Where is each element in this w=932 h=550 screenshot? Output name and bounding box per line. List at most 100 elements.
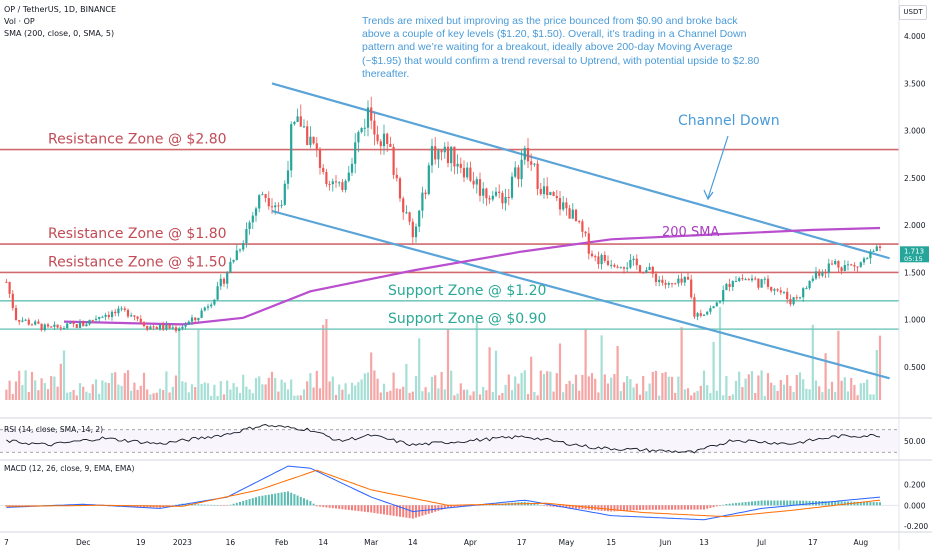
candle-body [715,302,718,307]
volume-bar [14,381,18,400]
volume-bar [450,370,453,400]
candle-body [504,196,507,204]
macd-histogram-bar [283,491,286,506]
volume-bar [414,376,418,400]
volume-bar [744,378,747,400]
macd-histogram-bar [354,505,357,511]
candle-body [302,126,306,128]
rsi-pane: RSI (14, close, SMA, 14, 2) 50.00 [0,424,926,454]
currency-button[interactable]: USDT [899,5,927,20]
volume-bar [802,379,805,400]
volume-bar [590,373,594,400]
volume-bar [363,373,366,400]
x-tick-label: 13 [699,538,709,547]
volume-bar [494,350,498,400]
macd-histogram-bar [738,502,741,506]
candle-body [424,192,427,195]
macd-histogram-bar [344,505,347,510]
macd-histogram-bar [635,505,638,511]
candle-body [440,150,443,153]
candle-body [386,133,389,144]
volume-bar [171,386,174,400]
macd-histogram-bar [773,500,776,506]
volume-bar [50,376,53,400]
volume-bar [421,391,424,400]
candle-body [136,316,139,319]
macd-histogram-bar [373,505,376,513]
macd-histogram-bar [251,498,254,506]
candle-body [24,319,27,321]
volume-bar [245,386,248,400]
candle-body [645,270,648,273]
candle-body [242,243,245,250]
macd-histogram-bar [603,505,606,511]
volume-bar [72,390,75,400]
macd-histogram-bar [456,505,459,508]
candle-body [328,184,331,186]
candle-body [814,271,818,279]
candle-body [709,308,712,312]
macd-histogram-bar [866,501,869,506]
candle-body [94,318,98,320]
volume-bar [130,390,133,400]
candle-body [133,315,136,317]
macd-histogram-bar [824,501,827,506]
macd-histogram-bar [331,505,334,509]
x-tick-label: Dec [76,538,91,547]
macd-histogram-bar [651,505,654,510]
candle-body [789,299,792,305]
macd-histogram-bar [789,500,792,506]
volume-bar [738,371,741,400]
volume-bar [104,382,107,400]
candle-body [338,182,341,184]
macd-histogram-bar [843,501,846,506]
volume-bar [824,353,827,400]
macd-histogram-bar [610,505,613,512]
macd-histogram-bar [776,500,779,506]
candle-body [171,327,174,329]
volume-bar [331,376,334,400]
volume-bar [430,376,434,400]
candle-body [677,278,680,284]
zone-label: Resistance Zone @ $1.50 [48,254,227,270]
macd-histogram-bar [399,505,401,517]
volume-bar [373,370,376,400]
candle-body [373,120,376,135]
volume-bar [715,390,718,400]
candle-body [187,321,190,325]
candle-body [411,221,414,238]
candle-body [290,124,293,171]
volume-legend[interactable]: Vol · OP [4,17,35,26]
candle-body [638,265,642,273]
macd-histogram-bar [15,505,17,507]
volume-bar [811,324,814,400]
sma-line [63,226,881,326]
sma-legend[interactable]: SMA (200, close, 0, SMA, 5) [4,29,115,38]
macd-histogram-bar [725,503,728,506]
volume-bar [488,347,491,400]
macd-histogram-bar [722,504,725,506]
volume-bar [37,390,40,400]
macd-histogram-bar [479,505,481,506]
macd-histogram-bar [655,505,657,510]
candle-body [194,317,197,321]
macd-histogram-bar [488,504,491,506]
volume-bar [814,380,818,400]
symbol-title[interactable]: OP / TetherUS, 1D, BINANCE [4,5,117,14]
macd-histogram-bar [248,499,251,506]
macd-histogram-bar [485,504,488,506]
candle-body [258,195,261,209]
candle-body [731,281,734,287]
candle-body [306,126,309,145]
candle-body [315,143,318,149]
macd-histogram-bar [213,505,216,506]
candle-body [632,258,635,260]
candle-body [85,324,88,327]
candle-body [539,188,542,195]
candle-body [229,261,232,273]
volume-bar [98,393,101,400]
volume-bar [674,392,677,400]
macd-histogram-bar [175,504,177,506]
candle-body [722,290,725,302]
